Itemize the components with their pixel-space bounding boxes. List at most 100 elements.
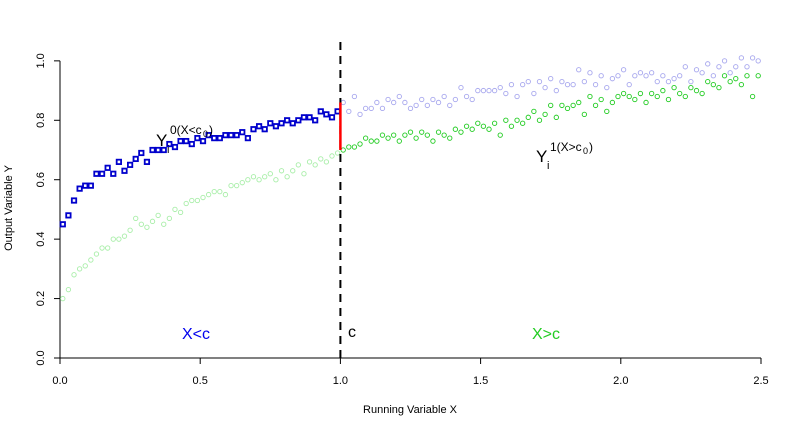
data-point xyxy=(660,87,666,94)
data-point xyxy=(351,144,358,150)
data-point xyxy=(548,102,554,109)
data-point xyxy=(559,79,565,85)
data-point xyxy=(559,102,565,109)
data-point xyxy=(705,79,711,85)
data-point xyxy=(733,64,739,70)
data-point xyxy=(374,138,380,144)
data-point xyxy=(172,206,178,213)
data-point xyxy=(71,272,77,278)
data-point xyxy=(396,138,402,144)
data-point xyxy=(710,73,716,79)
axes: 0.0 0.5 1.0 1.5 2.0 2.5 0.0 0.2 0.4 0.6 0.8 1.0 xyxy=(35,53,769,387)
data-point xyxy=(88,257,94,263)
series-y0_left xyxy=(59,108,341,228)
data-point xyxy=(385,96,391,103)
data-point xyxy=(581,111,587,117)
data-point xyxy=(273,177,279,183)
data-point xyxy=(749,55,756,61)
data-point xyxy=(200,194,206,201)
data-point xyxy=(514,117,520,123)
data-point xyxy=(716,84,722,91)
data-point xyxy=(553,87,559,94)
data-point xyxy=(531,90,537,97)
data-point xyxy=(93,251,100,257)
data-point xyxy=(290,168,296,174)
data-point xyxy=(402,132,408,138)
x-tick-label: 2.5 xyxy=(753,375,768,387)
data-point xyxy=(424,132,430,138)
data-point xyxy=(188,140,195,148)
data-point xyxy=(531,108,537,115)
data-point xyxy=(435,99,442,106)
data-marks xyxy=(59,55,761,302)
data-point xyxy=(458,129,464,135)
data-point xyxy=(677,90,683,97)
data-point xyxy=(334,150,341,156)
data-point xyxy=(261,126,268,133)
data-point xyxy=(301,171,307,177)
data-point xyxy=(255,123,263,130)
data-point xyxy=(76,185,83,192)
data-point xyxy=(216,135,223,142)
data-point xyxy=(564,81,571,88)
data-point xyxy=(346,144,352,150)
data-point xyxy=(289,120,296,127)
data-point xyxy=(323,159,330,165)
data-point xyxy=(278,168,285,174)
data-point xyxy=(60,295,66,302)
data-point xyxy=(267,171,273,177)
y-tick-label: 1.0 xyxy=(35,53,47,68)
data-point xyxy=(278,120,285,127)
data-point xyxy=(738,81,745,88)
data-point xyxy=(688,84,694,91)
data-point xyxy=(284,174,290,180)
data-point xyxy=(239,180,245,186)
y0-potential-outcome-label: Y i 0(X<c 0 ) xyxy=(156,123,213,156)
data-point xyxy=(419,96,425,103)
data-point xyxy=(755,58,761,64)
data-point xyxy=(267,120,274,127)
data-point xyxy=(155,212,161,219)
data-point xyxy=(183,200,189,207)
data-point xyxy=(189,197,195,204)
data-point xyxy=(604,84,610,91)
data-point xyxy=(300,114,308,121)
data-point xyxy=(587,70,593,76)
data-point xyxy=(469,126,475,132)
data-point xyxy=(665,96,672,103)
data-point xyxy=(133,215,139,221)
data-point xyxy=(525,114,531,120)
data-point xyxy=(59,221,66,228)
data-point xyxy=(250,126,257,133)
data-point xyxy=(497,132,503,138)
cutoff-label: c xyxy=(348,324,356,341)
data-point xyxy=(520,81,526,88)
data-point xyxy=(665,79,672,85)
data-point xyxy=(542,84,548,91)
data-point xyxy=(744,64,750,70)
data-point xyxy=(486,126,492,132)
data-point xyxy=(116,236,122,242)
data-point xyxy=(121,167,128,174)
data-point xyxy=(598,96,604,103)
series-y1_right xyxy=(340,73,761,153)
data-point xyxy=(82,263,88,269)
data-point xyxy=(149,218,156,224)
x-tick-label: 1.0 xyxy=(333,375,348,387)
data-point xyxy=(755,73,761,79)
y-tick-label: 0.2 xyxy=(35,291,47,306)
data-point xyxy=(447,135,453,141)
data-point xyxy=(262,174,268,180)
data-point xyxy=(716,64,722,70)
data-point xyxy=(317,108,324,115)
y0-sub: i xyxy=(167,144,169,156)
data-point xyxy=(671,76,677,82)
data-point xyxy=(166,215,173,221)
data-point xyxy=(553,114,559,120)
data-point xyxy=(721,58,728,64)
data-point xyxy=(604,108,610,115)
data-point xyxy=(110,236,116,242)
y1-sup-end: ) xyxy=(589,140,593,154)
data-point xyxy=(744,73,750,79)
data-point xyxy=(239,129,246,136)
